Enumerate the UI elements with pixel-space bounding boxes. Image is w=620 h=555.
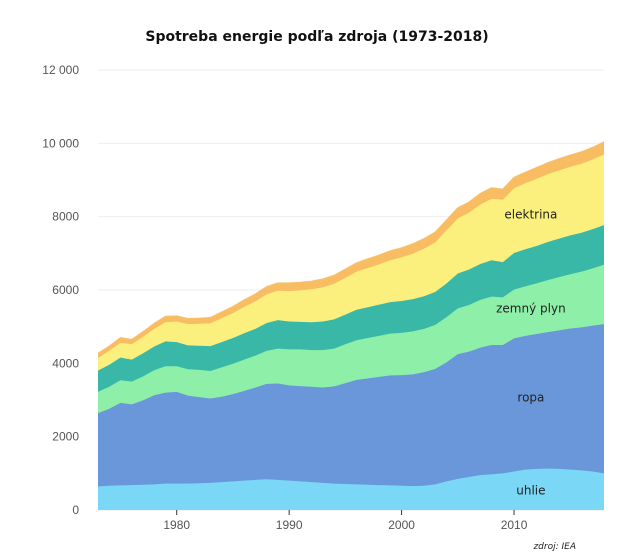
area-series: [97, 141, 605, 510]
x-tick-label: 2010: [501, 518, 528, 532]
x-axis: 1980 1990 2000 2010: [163, 510, 528, 532]
y-axis: 0 2000 4000 6000 8000 10 000 12 000: [42, 63, 79, 517]
x-tick-label: 1990: [276, 518, 303, 532]
area-3: [98, 225, 604, 392]
area-edge-5: [97, 141, 605, 354]
series-label-3: uhlie: [516, 484, 545, 498]
series-label-1: zemný plyn: [496, 302, 566, 316]
area-4: [98, 154, 604, 371]
series-label-0: elektrina: [504, 207, 557, 221]
series-labels: elektrina zemný plyn ropa uhlie: [496, 207, 566, 497]
chart-title: Spotreba energie podľa zdroja (1973-2018…: [145, 29, 488, 45]
x-tick-label: 1980: [163, 518, 190, 532]
source-label: zdroj: IEA: [532, 542, 576, 552]
y-tick-label: 4000: [52, 356, 79, 370]
y-tick-label: 10 000: [42, 136, 79, 150]
y-tick-label: 0: [72, 503, 79, 517]
x-tick-label: 2000: [388, 518, 415, 532]
area-1: [98, 324, 604, 487]
y-tick-label: 8000: [52, 210, 79, 224]
y-tick-label: 6000: [52, 283, 79, 297]
series-label-2: ropa: [517, 390, 544, 404]
area-0: [98, 468, 604, 510]
y-tick-label: 2000: [52, 430, 79, 444]
y-tick-label: 12 000: [42, 63, 79, 77]
